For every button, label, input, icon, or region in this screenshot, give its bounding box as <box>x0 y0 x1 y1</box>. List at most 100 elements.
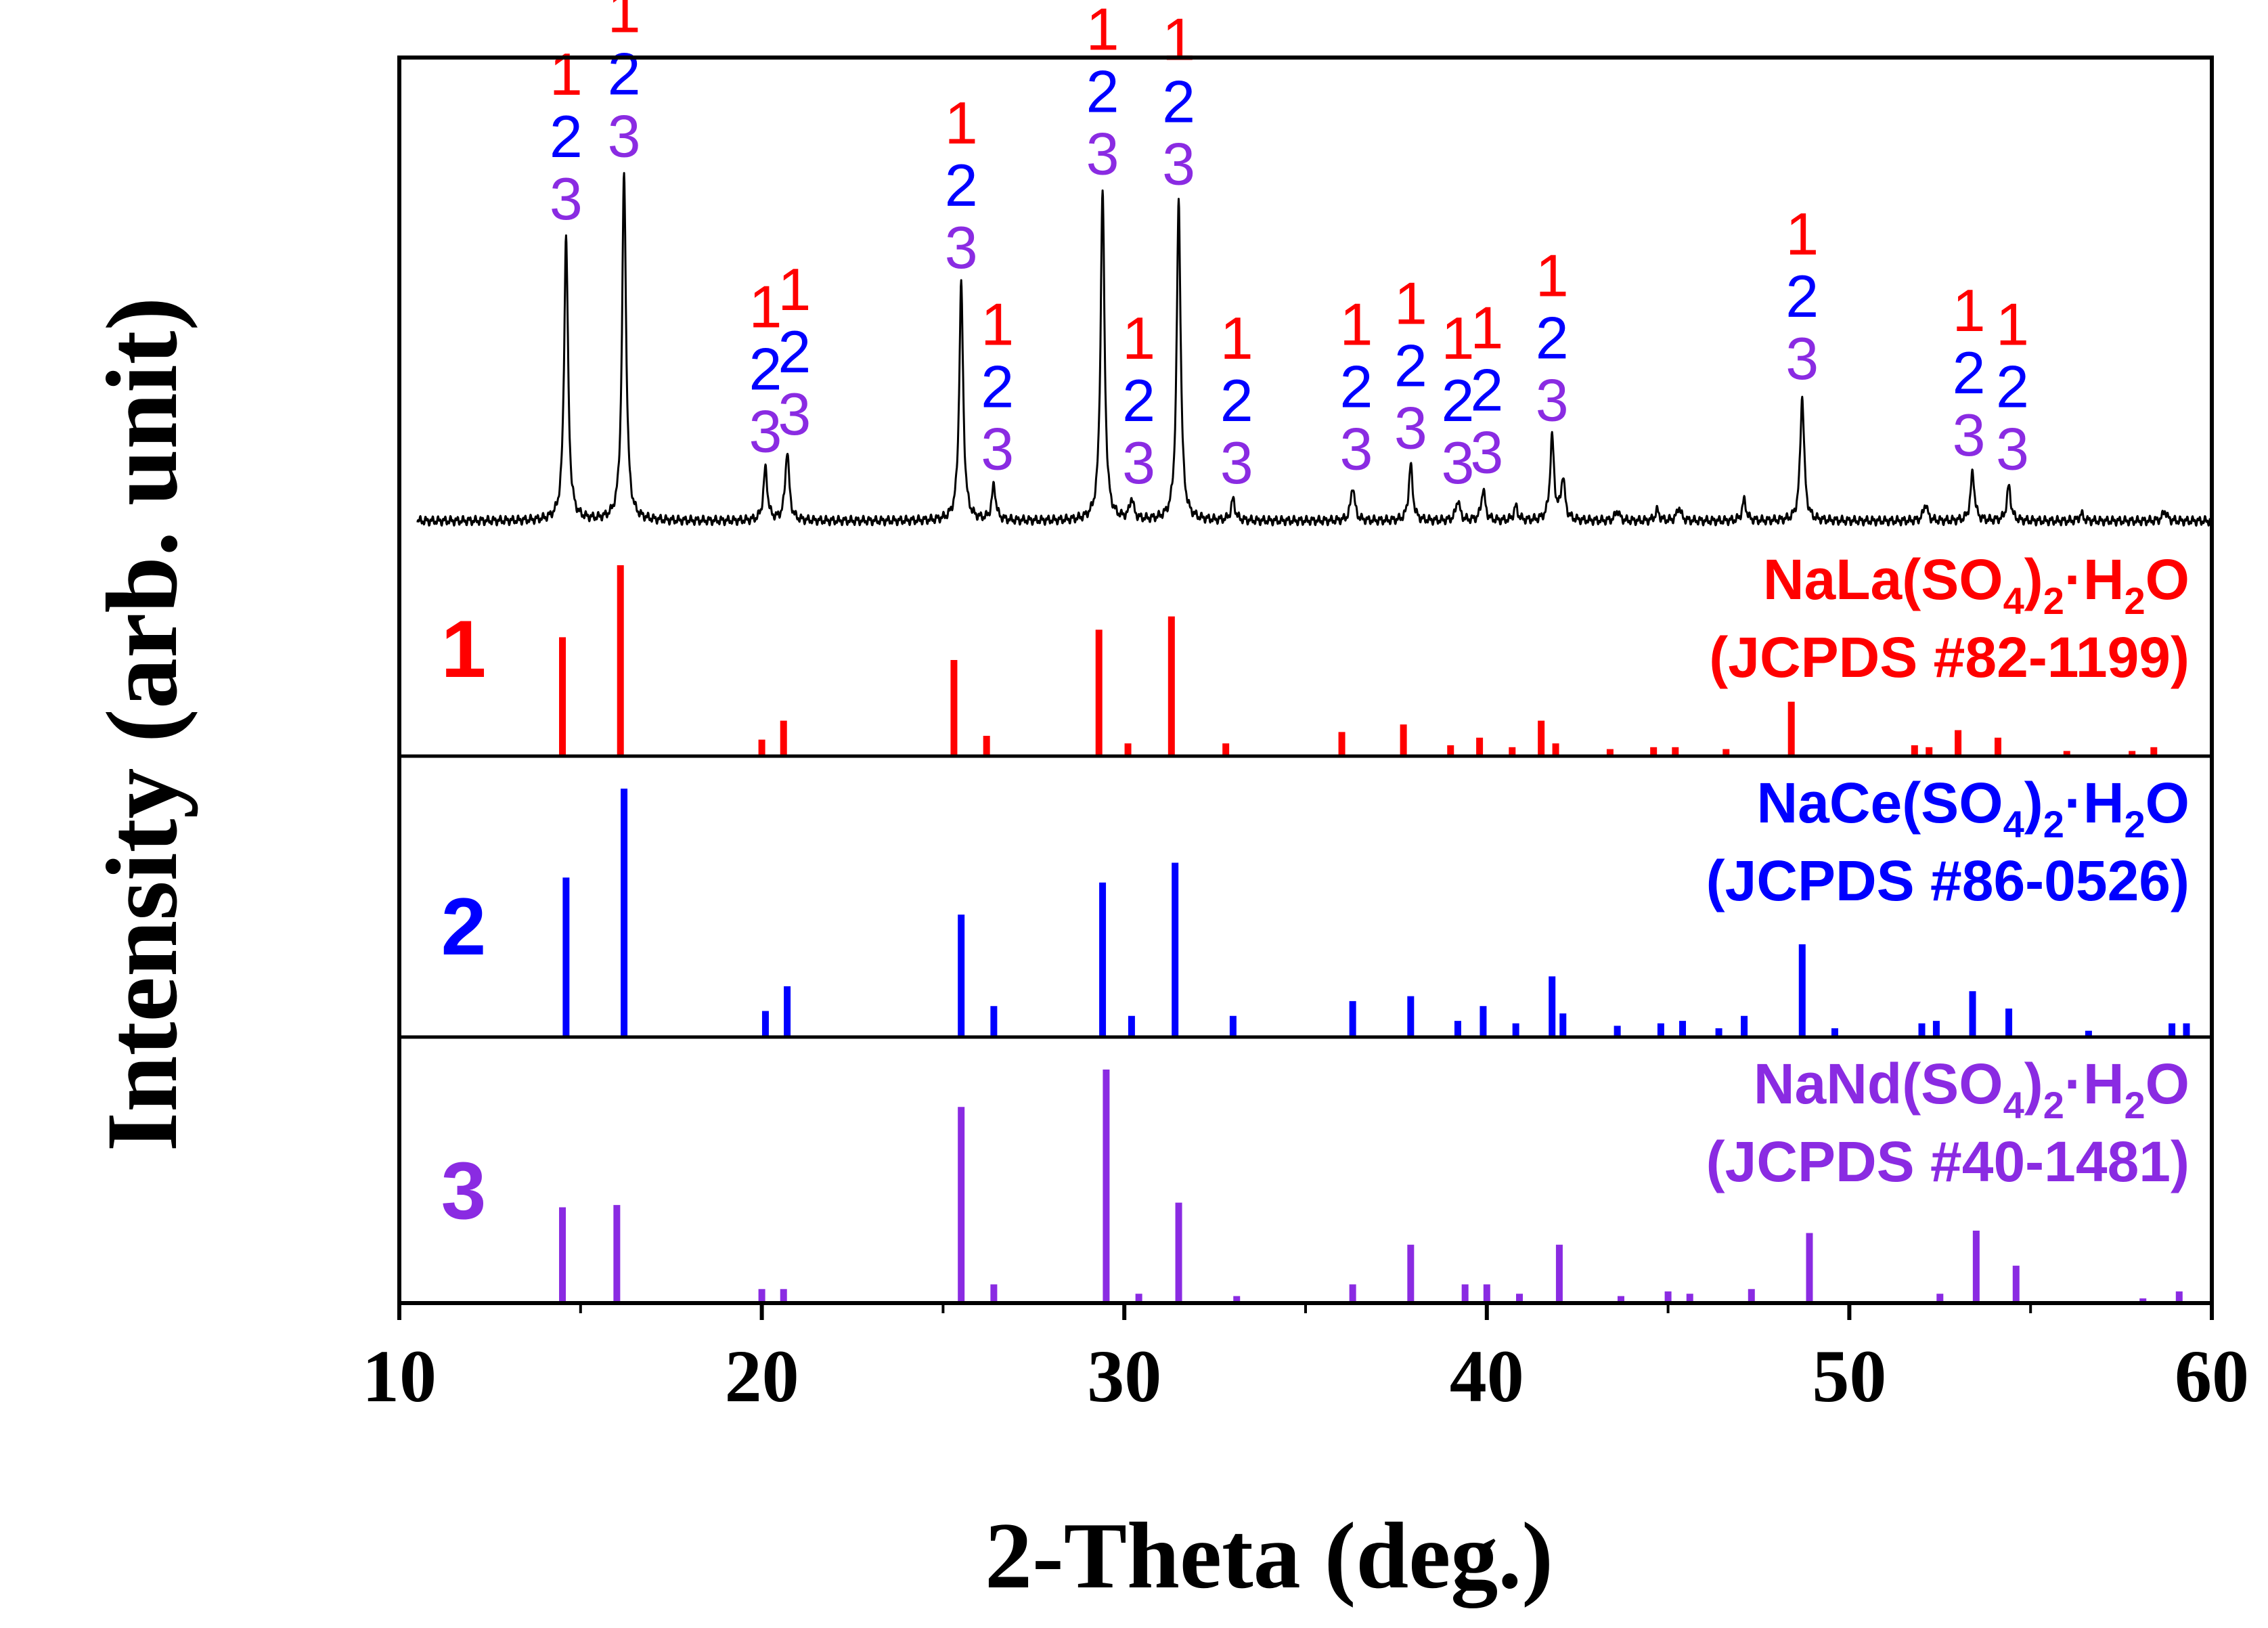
peak-label-2: 2 <box>1340 353 1373 420</box>
peak-label-1: 1 <box>1785 200 1819 267</box>
peak-label-2: 2 <box>1162 68 1195 135</box>
peak-label-3: 3 <box>1785 325 1819 392</box>
reference-jcpds-2: (JCPDS #86-0526) <box>1706 849 2189 912</box>
peak-label-1: 1 <box>1086 0 1119 62</box>
peak-label-2: 2 <box>981 353 1014 420</box>
peak-label-2: 2 <box>1394 332 1427 399</box>
formula-part: O <box>2145 771 2189 835</box>
formula-subscript: 4 <box>2003 803 2024 845</box>
peak-label-stack: 123 <box>1470 294 1503 485</box>
peak-label-stack: 123 <box>1996 290 2029 482</box>
x-tick-label: 10 <box>362 1335 437 1417</box>
formula-subscript: 2 <box>2125 803 2145 845</box>
peak-label-3: 3 <box>1470 418 1503 485</box>
formula-part: ·H <box>2064 1052 2125 1116</box>
formula-part: NaCe(SO <box>1756 771 2003 835</box>
peak-label-1: 1 <box>1340 290 1373 357</box>
sample-pattern-line <box>416 172 2211 527</box>
peak-label-stack: 123 <box>1536 242 1569 433</box>
peak-label-2: 2 <box>1220 367 1253 434</box>
x-tick-label: 20 <box>725 1335 799 1417</box>
peak-label-1: 1 <box>778 256 811 323</box>
peak-label-1: 1 <box>749 273 782 340</box>
peak-label-3: 3 <box>608 103 641 170</box>
peak-label-1: 1 <box>1162 6 1195 73</box>
peak-label-1: 1 <box>1122 305 1155 372</box>
peak-label-3: 3 <box>1441 429 1474 496</box>
peak-label-3: 3 <box>1996 415 2029 482</box>
formula-part: O <box>2145 1052 2189 1116</box>
y-axis-label: Intensity (arb. unit) <box>86 297 198 1152</box>
peak-label-1: 1 <box>1536 242 1569 309</box>
x-tick-label: 60 <box>2175 1335 2249 1417</box>
peak-label-stack: 123 <box>778 256 811 447</box>
reference-marker-1: 1 <box>441 604 487 695</box>
x-tick-label: 40 <box>1450 1335 1524 1417</box>
peak-label-stack: 123 <box>1441 305 1474 496</box>
peak-label-2: 2 <box>1996 353 2029 420</box>
x-axis-label: 2-Theta (deg.) <box>985 1503 1553 1608</box>
peak-label-stack: 123 <box>1340 290 1373 482</box>
peak-label-stacks: 1231231231231231231231231231231231231231… <box>550 0 2029 496</box>
peak-label-stack: 123 <box>1162 6 1195 198</box>
peak-label-3: 3 <box>1536 366 1569 433</box>
peak-label-3: 3 <box>1394 395 1427 462</box>
peak-label-3: 3 <box>1086 120 1119 187</box>
formula-subscript: 2 <box>2125 579 2145 622</box>
peak-label-stack: 123 <box>981 290 1014 482</box>
peak-label-2: 2 <box>608 41 641 108</box>
peak-label-3: 3 <box>1953 401 1986 468</box>
peak-label-stack: 123 <box>749 273 782 465</box>
peak-label-1: 1 <box>981 290 1014 357</box>
peak-label-1: 1 <box>1996 290 2029 357</box>
formula-subscript: 2 <box>2125 1084 2145 1126</box>
peak-label-2: 2 <box>945 152 978 219</box>
peak-label-2: 2 <box>1536 304 1569 371</box>
peak-label-3: 3 <box>1220 429 1253 496</box>
formula-part: ·H <box>2064 548 2125 611</box>
formula-subscript: 2 <box>2043 1084 2064 1126</box>
peak-label-3: 3 <box>1340 415 1373 482</box>
peak-label-stack: 123 <box>1394 270 1427 462</box>
peak-label-stack: 123 <box>1220 305 1253 496</box>
reference-jcpds-3: (JCPDS #40-1481) <box>1706 1130 2189 1193</box>
peak-label-stack: 123 <box>1785 200 1819 392</box>
x-tick-label: 30 <box>1087 1335 1161 1417</box>
peak-label-3: 3 <box>778 380 811 447</box>
peak-label-3: 3 <box>1122 429 1155 496</box>
peak-label-1: 1 <box>1470 294 1503 361</box>
formula-part: ) <box>2024 1052 2043 1116</box>
formula-part: NaNd(SO <box>1754 1052 2003 1116</box>
peak-label-3: 3 <box>945 214 978 281</box>
formula-subscript: 4 <box>2003 579 2024 622</box>
reference-marker-2: 2 <box>441 881 487 972</box>
peak-label-1: 1 <box>945 89 978 156</box>
peak-label-2: 2 <box>1441 367 1474 434</box>
peak-label-2: 2 <box>1785 263 1819 330</box>
peak-label-stack: 123 <box>608 0 641 170</box>
peak-label-stack: 123 <box>945 89 978 281</box>
peak-label-3: 3 <box>550 165 583 232</box>
reference-formula-2: NaCe(SO4)2·H2O <box>1756 771 2189 845</box>
peak-label-stack: 123 <box>1953 277 1986 468</box>
peak-label-1: 1 <box>608 0 641 45</box>
peak-label-stack: 123 <box>550 41 583 232</box>
formula-part: NaLa(SO <box>1763 548 2003 611</box>
formula-part: O <box>2145 548 2189 611</box>
formula-subscript: 2 <box>2043 803 2064 845</box>
sample-pattern <box>416 172 2211 527</box>
peak-label-3: 3 <box>1162 131 1195 198</box>
formula-subscript: 2 <box>2043 579 2064 622</box>
formula-part: ) <box>2024 548 2043 611</box>
peak-label-3: 3 <box>981 415 1014 482</box>
peak-label-1: 1 <box>550 41 583 108</box>
peak-label-2: 2 <box>1470 356 1503 423</box>
reference-formula-3: NaNd(SO4)2·H2O <box>1754 1052 2189 1126</box>
reference-formula-1: NaLa(SO4)2·H2O <box>1763 548 2189 622</box>
